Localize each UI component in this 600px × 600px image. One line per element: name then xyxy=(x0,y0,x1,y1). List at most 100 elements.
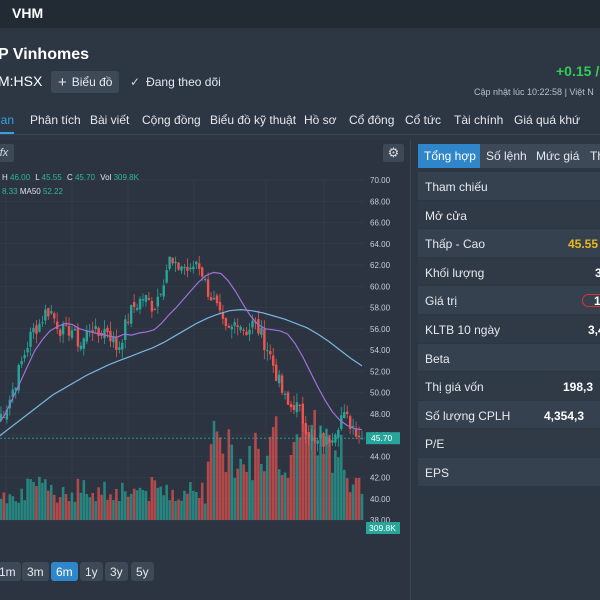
volume-bar xyxy=(147,501,151,520)
price-chart[interactable]: 70.00 68.00 66.00 64.00 62.00 60.00 58.00 56.00… xyxy=(0,160,408,540)
tab-price-levels[interactable]: Mức giá xyxy=(530,144,587,168)
row-value: 3 xyxy=(595,265,600,280)
candle-body xyxy=(224,318,228,327)
volume-bar xyxy=(245,471,248,520)
candle-body xyxy=(331,440,334,443)
candle-body xyxy=(218,302,222,311)
candle-body xyxy=(195,261,198,265)
indicator-button[interactable]: fx xyxy=(0,144,14,162)
tab-profile[interactable]: Hồ sơ xyxy=(304,113,337,127)
candle-body xyxy=(343,412,346,418)
candle-body xyxy=(348,416,352,429)
range-6m-button[interactable]: 6m xyxy=(51,562,78,581)
candle-body xyxy=(301,403,305,424)
chart-settings-button[interactable]: ⚙ xyxy=(383,144,404,162)
range-1m-button[interactable]: 1m xyxy=(0,562,21,581)
volume-bar xyxy=(337,457,340,520)
range-1y-button[interactable]: 1y xyxy=(80,562,103,581)
candle-body xyxy=(346,411,349,415)
row-label: Mở cửa xyxy=(425,208,467,223)
volume-bar xyxy=(271,427,275,520)
volume-bar xyxy=(257,448,260,520)
tab-community[interactable]: Cộng đồng xyxy=(142,113,201,127)
tab-shareholders[interactable]: Cổ đông xyxy=(349,113,395,127)
range-5y-button[interactable]: 5y xyxy=(131,562,154,581)
volume-bar xyxy=(180,500,183,520)
add-chart-button[interactable]: + Biểu đồ xyxy=(51,71,120,93)
volume-bar xyxy=(263,471,266,520)
candle-body xyxy=(5,409,9,420)
tab-analysis[interactable]: Phân tích xyxy=(30,113,81,127)
candle-body xyxy=(316,440,319,444)
quote-summary-table: Tham chiếu Mở cửa Thấp - Cao 45.55 Khối l… xyxy=(418,172,600,487)
candle-body xyxy=(200,267,204,277)
follow-button[interactable]: ✓ Đang theo dõi xyxy=(130,75,221,89)
candle-body xyxy=(97,327,100,336)
follow-label: Đang theo dõi xyxy=(146,75,221,89)
volume-bar xyxy=(126,496,130,520)
candle-body xyxy=(2,416,6,418)
y-tick-label: 70.00 xyxy=(370,176,391,185)
y-tick-label: 50.00 xyxy=(370,389,391,398)
volume-bar xyxy=(248,445,251,520)
candle-body xyxy=(198,263,201,269)
tab-technical-chart[interactable]: Biểu đồ kỹ thuật xyxy=(210,113,297,127)
table-row: Mở cửa xyxy=(418,200,600,230)
volume-bar xyxy=(251,480,254,520)
candle-body xyxy=(189,267,192,270)
candle-body xyxy=(340,415,343,429)
volume-bar xyxy=(115,488,118,520)
candle-body xyxy=(82,338,86,349)
tab-more[interactable]: Th xyxy=(584,144,600,168)
volume-bar xyxy=(286,477,290,520)
volume-bar xyxy=(295,434,299,520)
volume-bar xyxy=(277,469,281,520)
tab-price-history[interactable]: Giá quá khứ xyxy=(514,113,581,127)
candle-body xyxy=(192,266,195,270)
y-tick-label: 66.00 xyxy=(370,219,391,228)
volume-bar xyxy=(0,498,3,520)
volume-bar xyxy=(183,490,186,520)
candle-body xyxy=(351,426,355,428)
volume-bar xyxy=(200,482,204,520)
exchange-code: M:HSX xyxy=(0,73,43,89)
volume-bar xyxy=(209,444,213,520)
volume-bar xyxy=(156,487,160,520)
range-3y-button[interactable]: 3y xyxy=(105,562,128,581)
candle-body xyxy=(215,295,219,304)
y-tick-label: 38.00 xyxy=(370,516,391,525)
candle-body xyxy=(141,299,145,301)
row-label: Thị giá vốn xyxy=(425,380,484,395)
candle-body xyxy=(159,293,162,295)
tab-orders[interactable]: Số lệnh xyxy=(480,144,534,168)
candle-body xyxy=(283,393,287,395)
volume-bar xyxy=(82,480,86,520)
range-3m-button[interactable]: 3m xyxy=(22,562,49,581)
candle-body xyxy=(186,266,189,271)
y-tick-label: 42.00 xyxy=(370,474,391,483)
volume-bar xyxy=(73,501,77,520)
candle-body xyxy=(50,311,53,314)
row-label: Beta xyxy=(425,351,450,366)
volume-bar xyxy=(11,496,15,520)
tab-dividends[interactable]: Cổ tức xyxy=(405,113,442,127)
tab-summary[interactable]: Tổng hợp xyxy=(418,144,483,168)
tab-financials[interactable]: Tài chính xyxy=(454,113,504,127)
function-icon: fx xyxy=(0,147,9,159)
ohlc-legend: H 46.00 L 45.55 C 45.70 Vol 309.8K xyxy=(2,173,142,182)
candle-body xyxy=(79,345,83,350)
candle-body xyxy=(310,434,313,441)
last-updated: Cập nhật lúc 10:22:58 | Việt N xyxy=(474,87,594,97)
row-label: EPS xyxy=(425,465,450,480)
volume-bar xyxy=(239,458,242,520)
row-value: 198,3 xyxy=(563,380,594,395)
tab-articles[interactable]: Bài viết xyxy=(90,113,130,127)
volume-bar xyxy=(97,487,100,520)
volume-bar xyxy=(165,484,168,520)
volume-bar xyxy=(186,493,189,520)
check-icon: ✓ xyxy=(130,75,141,89)
tab-overview[interactable]: han xyxy=(0,113,15,127)
candle-body xyxy=(91,330,94,332)
legend-l-value: 45.55 xyxy=(41,173,62,182)
table-row: P/E xyxy=(418,429,600,458)
